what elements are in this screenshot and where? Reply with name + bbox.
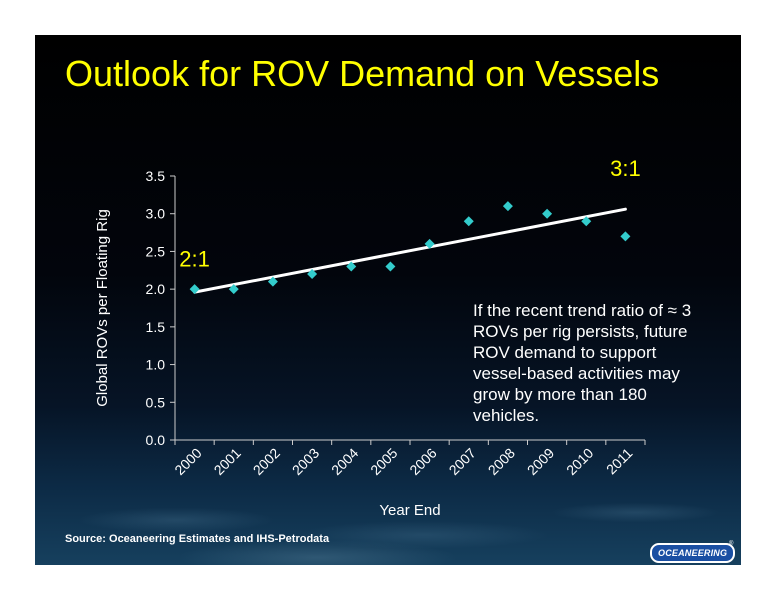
y-tick-label: 2.0 xyxy=(146,281,166,297)
y-tick-label: 2.5 xyxy=(146,243,166,259)
data-point-2010 xyxy=(581,216,592,227)
data-point-2002 xyxy=(267,276,278,287)
oceaneering-logo: OCEANEERING xyxy=(650,543,736,563)
x-tick-label: 2008 xyxy=(485,445,518,478)
data-point-2006 xyxy=(424,238,435,249)
registered-mark: ® xyxy=(729,541,734,547)
trend-annotation: If the recent trend ratio of ≈ 3 ROVs pe… xyxy=(473,301,692,425)
ratio-label: 2:1 xyxy=(179,247,210,272)
trendline-group xyxy=(193,207,627,294)
y-axis-title: Global ROVs per Floating Rig xyxy=(94,209,111,407)
data-point-2001 xyxy=(228,284,239,295)
trendline xyxy=(193,207,627,294)
x-tick-label: 2000 xyxy=(171,445,204,478)
x-tick-label: 2002 xyxy=(250,445,283,478)
data-point-2003 xyxy=(307,269,318,280)
x-tick-label: 2010 xyxy=(563,445,596,478)
x-tick-label: 2009 xyxy=(524,445,557,478)
y-tick-label: 0.5 xyxy=(146,394,166,410)
x-tick-label: 2007 xyxy=(446,445,479,478)
x-tick-label: 2001 xyxy=(211,445,244,478)
data-point-2008 xyxy=(502,201,513,212)
y-tick-label: 3.0 xyxy=(146,206,166,222)
rov-demand-chart: 0.00.51.01.52.02.53.03.5 2000 2001 2002 200… xyxy=(94,156,646,519)
data-point-2000 xyxy=(189,284,200,295)
source-note: Source: Oceaneering Estimates and IHS-Pe… xyxy=(65,533,330,545)
data-point-2007 xyxy=(463,216,474,227)
data-point-2004 xyxy=(346,261,357,272)
slide-title: Outlook for ROV Demand on Vessels xyxy=(65,53,660,94)
y-tick-label: 1.0 xyxy=(146,357,166,373)
x-axis-title: Year End xyxy=(379,502,440,519)
y-tick-label: 0.0 xyxy=(146,432,166,448)
chart-axes xyxy=(170,175,646,445)
y-tick-labels: 0.0 0.5 1.0 1.5 2.0 2.5 3.0 3.5 xyxy=(146,168,166,448)
x-tick-label: 2005 xyxy=(367,445,400,478)
data-point-2009 xyxy=(542,208,553,219)
ratio-labels: 2:1 3:1 xyxy=(179,156,640,272)
data-point-2011 xyxy=(620,231,631,242)
data-points xyxy=(189,201,631,295)
data-point-2005 xyxy=(385,261,396,272)
slide-background: Outlook for ROV Demand on Vessels 0.0 0.5… xyxy=(35,35,741,565)
x-tick-label: 2003 xyxy=(289,445,322,478)
ratio-label: 3:1 xyxy=(610,156,641,181)
x-tick-label: 2011 xyxy=(603,445,636,478)
y-tick-label: 3.5 xyxy=(146,168,166,184)
x-tick-label: 2006 xyxy=(406,445,439,478)
x-tick-label: 2004 xyxy=(328,445,361,478)
x-tick-labels: 2000 2001 2002 2003 2004 2005 2006 2007 2008 2009… xyxy=(171,445,635,478)
y-tick-label: 1.5 xyxy=(146,319,166,335)
